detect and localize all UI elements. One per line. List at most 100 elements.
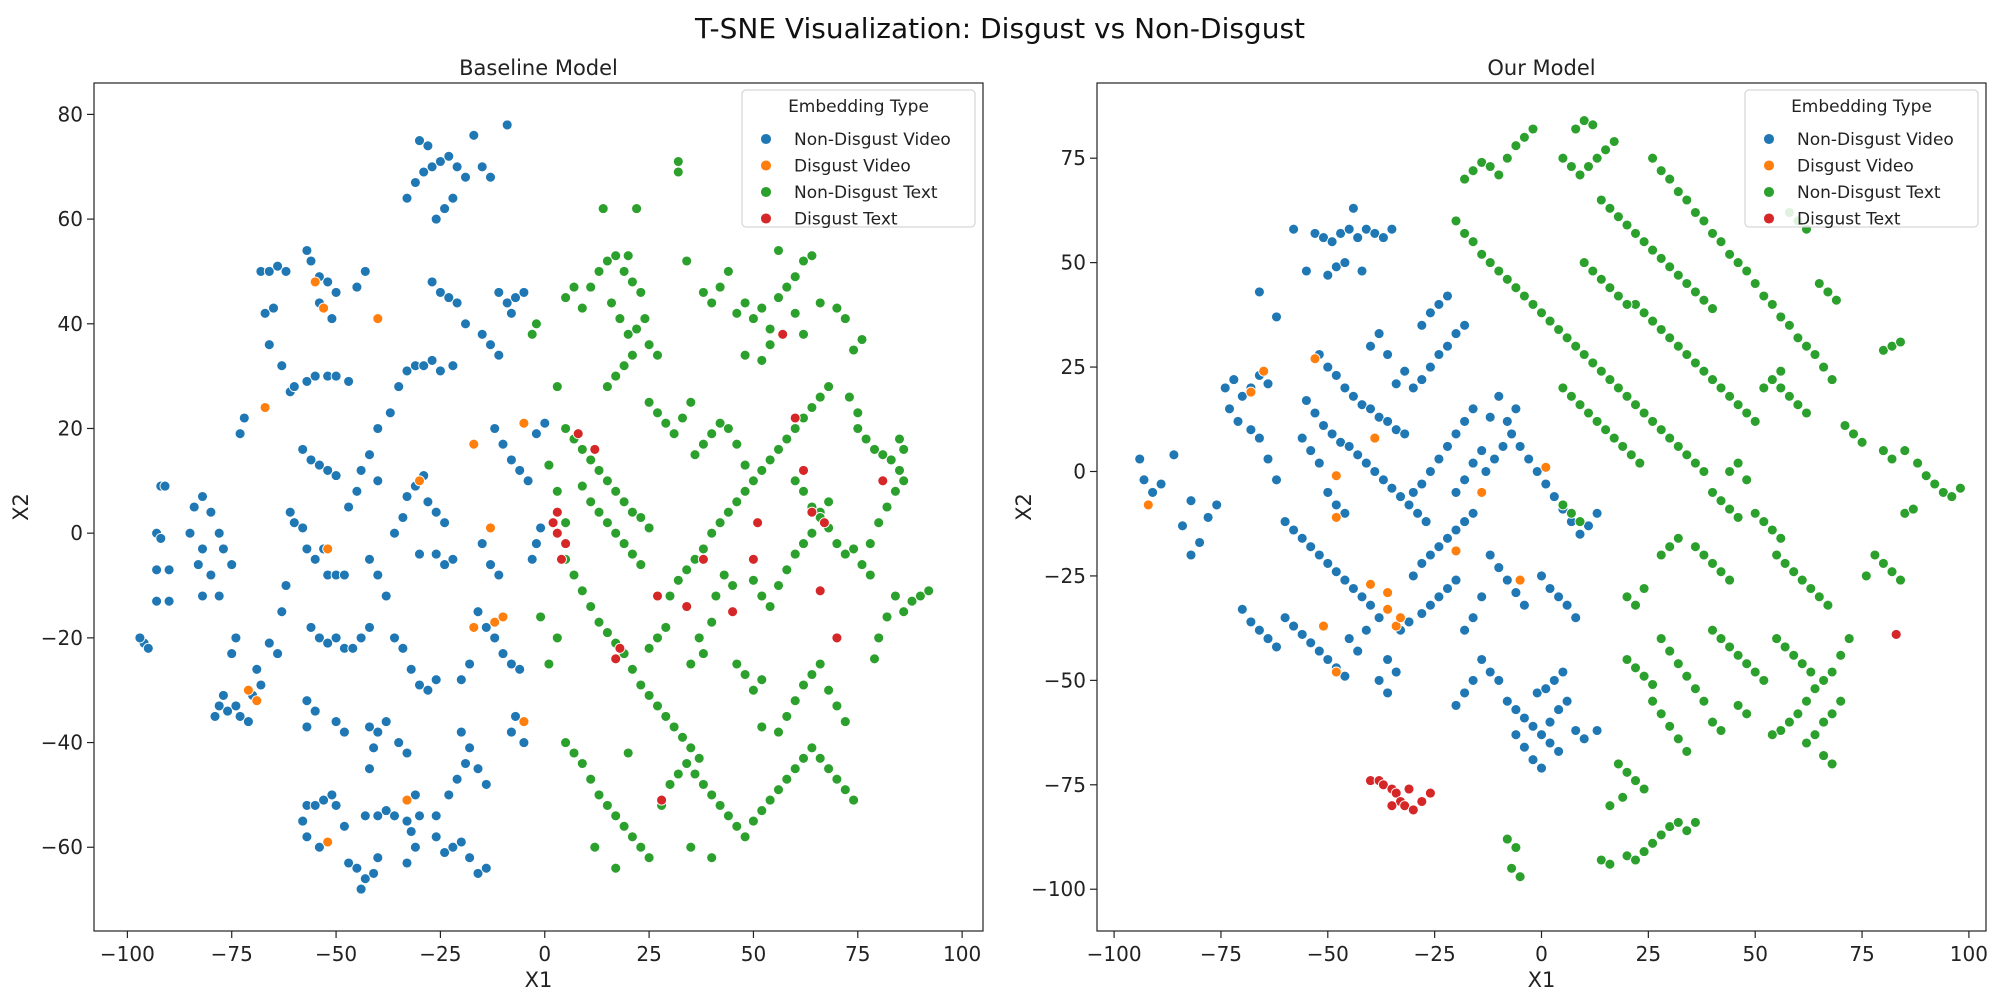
baseline-point-non-disgust-text: [823, 496, 835, 508]
baseline-point-non-disgust-video: [338, 820, 350, 832]
baseline-point-non-disgust-text: [914, 590, 926, 602]
our-model-point-non-disgust-video: [1279, 516, 1291, 528]
our-model-point-disgust-text: [1416, 796, 1428, 807]
our-model-point-non-disgust-text: [1843, 633, 1855, 645]
baseline-point-non-disgust-video: [347, 642, 359, 654]
our-model-point-non-disgust-video: [1365, 340, 1376, 352]
baseline-point-disgust-text: [610, 653, 622, 665]
baseline-point-non-disgust-video: [430, 548, 442, 560]
our-model-point-non-disgust-video: [1553, 591, 1565, 603]
our-model-point-non-disgust-video: [1147, 486, 1159, 498]
baseline-point-disgust-video: [414, 475, 425, 487]
our-model-point-non-disgust-text: [1698, 365, 1710, 377]
baseline-point-disgust-text: [614, 642, 626, 654]
baseline-point-non-disgust-text: [660, 710, 672, 722]
our-model-point-non-disgust-text: [1510, 282, 1522, 294]
baseline-point-non-disgust-text: [551, 632, 563, 644]
our-model-point-non-disgust-text: [1877, 445, 1889, 457]
our-model-point-non-disgust-video: [1194, 537, 1206, 548]
baseline-point-non-disgust-text: [885, 454, 897, 466]
baseline-point-non-disgust-video: [205, 506, 217, 518]
baseline-point-non-disgust-text: [668, 721, 680, 733]
our-model-point-non-disgust-text: [1672, 816, 1684, 828]
baseline-point-non-disgust-video: [301, 721, 313, 733]
our-model-point-non-disgust-video: [1339, 382, 1351, 394]
our-model-point-non-disgust-video: [1416, 319, 1428, 331]
baseline-point-non-disgust-video: [401, 815, 413, 827]
our-model-point-disgust-video: [1476, 486, 1488, 498]
baseline-point-non-disgust-video: [242, 716, 254, 728]
our-model-point-non-disgust-text: [1621, 298, 1633, 310]
our-model-point-non-disgust-video: [1390, 378, 1402, 390]
baseline-point-disgust-video: [322, 543, 334, 555]
our-model-point-non-disgust-text: [1459, 173, 1471, 185]
our-model-point-non-disgust-text: [1920, 470, 1932, 482]
baseline-point-disgust-text: [798, 464, 809, 476]
baseline-point-non-disgust-text: [831, 700, 843, 712]
our-model-point-non-disgust-text: [1698, 294, 1710, 306]
our-model-point-disgust-text: [1399, 800, 1411, 812]
our-model-point-non-disgust-video: [1373, 612, 1385, 624]
baseline-point-non-disgust-video: [134, 632, 146, 644]
our-model-point-non-disgust-video: [1467, 403, 1479, 415]
our-model-point-non-disgust-text: [1681, 745, 1693, 757]
baseline-point-non-disgust-text: [610, 250, 622, 262]
our-model-point-disgust-video: [1382, 587, 1394, 599]
baseline-point-non-disgust-video: [222, 705, 234, 717]
our-model-point-non-disgust-text: [1805, 583, 1817, 594]
baseline-point-non-disgust-video: [389, 810, 400, 822]
our-model-point-non-disgust-video: [1155, 478, 1167, 490]
our-model-point-non-disgust-text: [1724, 390, 1736, 402]
baseline-point-non-disgust-text: [773, 292, 784, 304]
our-model-point-non-disgust-text: [1689, 683, 1701, 695]
our-model-point-non-disgust-text: [1587, 357, 1599, 369]
baseline-point-non-disgust-video: [434, 286, 446, 298]
baseline-point-non-disgust-text: [756, 464, 768, 476]
baseline-point-non-disgust-video: [409, 841, 421, 853]
our-model-point-non-disgust-text: [1591, 152, 1603, 164]
baseline-point-non-disgust-video: [368, 742, 380, 754]
our-model-point-non-disgust-video: [1347, 583, 1359, 594]
baseline-point-non-disgust-video: [501, 297, 513, 309]
baseline-point-non-disgust-text: [722, 265, 734, 277]
baseline-point-non-disgust-video: [518, 286, 530, 298]
our-model-point-non-disgust-text: [1595, 273, 1607, 285]
our-model-point-non-disgust-video: [1459, 474, 1471, 486]
our-model-point-non-disgust-text: [1899, 445, 1911, 457]
baseline-point-non-disgust-video: [151, 564, 163, 576]
baseline-y-tick-label: −60: [41, 835, 83, 859]
our-model-point-non-disgust-video: [1536, 762, 1547, 774]
baseline-point-non-disgust-video: [401, 857, 413, 869]
baseline-point-non-disgust-video: [443, 292, 455, 304]
baseline-point-non-disgust-text: [773, 443, 784, 455]
our-model-point-non-disgust-text: [1698, 215, 1710, 227]
baseline-point-non-disgust-text: [756, 590, 768, 602]
our-model-point-non-disgust-text: [1783, 390, 1795, 402]
our-model-point-non-disgust-text: [1689, 207, 1701, 218]
our-model-point-non-disgust-video: [1403, 499, 1415, 511]
baseline-point-non-disgust-text: [789, 307, 801, 319]
baseline-point-non-disgust-video: [493, 286, 505, 298]
baseline-point-non-disgust-text: [689, 449, 701, 461]
baseline-point-non-disgust-text: [693, 752, 705, 764]
our-model-point-non-disgust-text: [1741, 474, 1753, 486]
baseline-point-non-disgust-video: [151, 595, 163, 607]
baseline-point-non-disgust-video: [197, 543, 208, 555]
baseline-point-non-disgust-text: [593, 265, 605, 277]
our-model-point-non-disgust-text: [1715, 382, 1727, 394]
baseline-point-non-disgust-video: [301, 375, 313, 387]
baseline-point-non-disgust-video: [305, 454, 317, 466]
baseline-point-non-disgust-video: [364, 721, 375, 733]
our-model-point-non-disgust-video: [1459, 687, 1471, 699]
our-model-point-non-disgust-video: [1442, 440, 1453, 452]
baseline-point-non-disgust-text: [610, 527, 622, 539]
our-model-point-non-disgust-text: [1796, 658, 1808, 670]
baseline-point-non-disgust-video: [422, 684, 434, 696]
our-model-point-non-disgust-video: [1480, 466, 1492, 477]
our-model-point-non-disgust-video: [1271, 311, 1282, 323]
our-model-point-non-disgust-text: [1788, 649, 1800, 661]
our-model-point-non-disgust-text: [1608, 136, 1620, 147]
our-model-point-non-disgust-text: [1578, 257, 1590, 269]
baseline-point-non-disgust-text: [585, 454, 597, 466]
